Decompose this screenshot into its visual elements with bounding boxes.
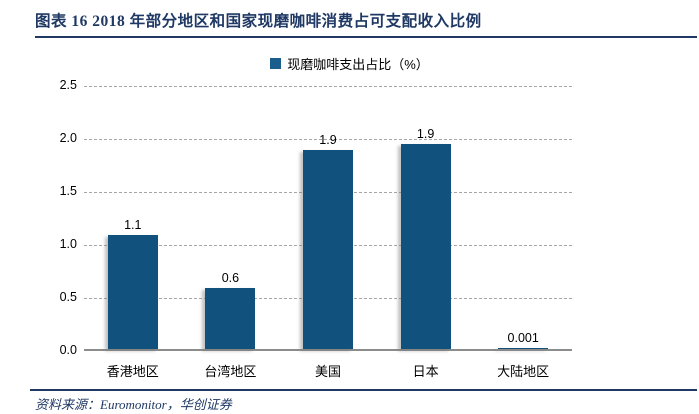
legend-square-icon [270,58,282,69]
chart-legend: 现磨咖啡支出占比（%） [0,54,699,73]
source-note: 资料来源：Euromonitor，华创证券 [35,397,232,412]
footer-separator-line [30,389,697,391]
xtick-label: 台湾地区 [204,364,257,379]
bar-value-label: 1.9 [319,132,337,147]
bar-value-label: 0.001 [507,330,539,345]
ytick-label: 0.0 [59,343,77,357]
bar-value-label: 1.9 [416,127,435,142]
ytick-label: 1.0 [59,237,77,251]
bar-台湾地区 [205,287,256,349]
bar-香港地区 [107,234,158,349]
bar-value-label: 1.1 [124,217,142,232]
bar-chart-plot-area: 1.1 0.6 1.9 1.9 0.001 [84,86,572,351]
legend-label: 现磨咖啡支出占比（%） [287,57,429,72]
figure-title: 图表 16 2018 年部分地区和国家现磨咖啡消费占可支配收入比例 [35,13,482,30]
ytick-label: 0.5 [59,290,77,304]
bar-日本 [400,144,451,349]
xtick-label: 日本 [412,364,439,379]
ytick-label: 2.5 [59,78,77,92]
title-underline [35,36,697,38]
xtick-label: 香港地区 [106,364,159,379]
ytick-label: 1.5 [59,184,77,198]
bar-value-label: 0.6 [221,270,240,285]
ytick-label: 2.0 [59,131,77,145]
bar-大陆地区 [498,347,549,349]
gridline-2 [84,139,572,140]
gridline-2.5 [84,86,572,87]
xtick-label: 大陆地区 [497,364,550,379]
bar-美国 [303,149,353,349]
xtick-label: 美国 [314,364,341,379]
